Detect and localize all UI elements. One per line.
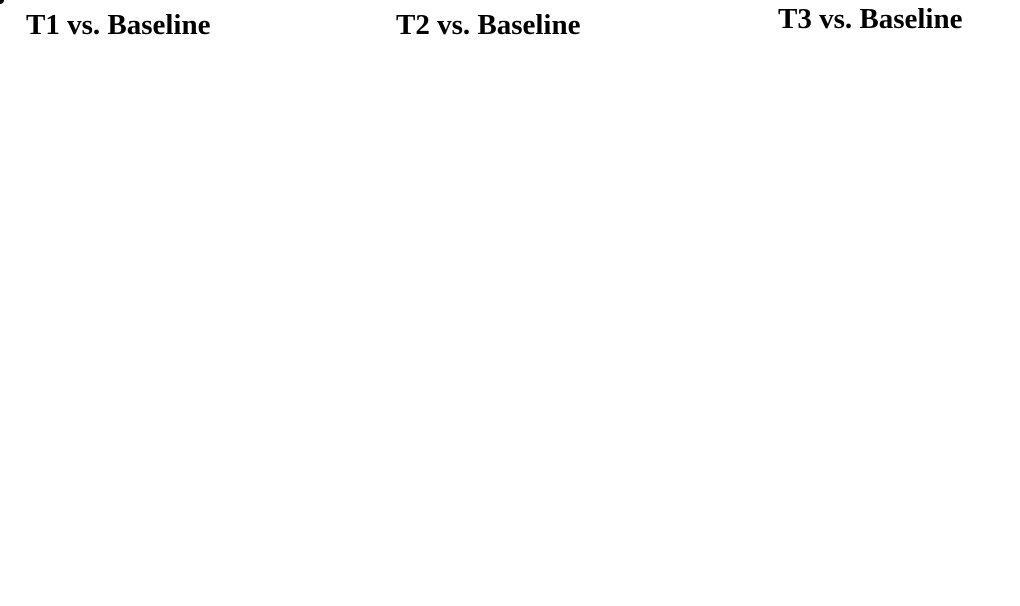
title-t1: T1 vs. Baseline	[26, 9, 211, 41]
head-maps	[0, 0, 4, 4]
title-t3: T3 vs. Baseline	[778, 3, 963, 35]
head-map-electrodes-3	[0, 0, 1, 1]
title-t2: T2 vs. Baseline	[396, 9, 581, 41]
electrode	[0, 0, 2, 2]
significant-electrode	[0, 0, 4, 4]
